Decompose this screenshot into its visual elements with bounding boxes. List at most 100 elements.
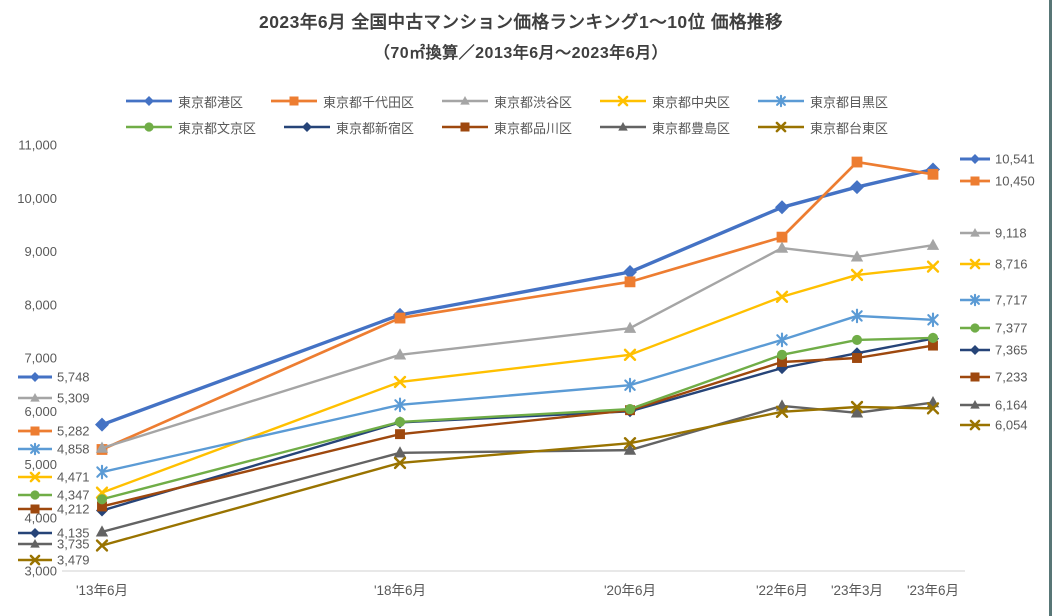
series-end-label: 7,717 — [960, 293, 1028, 308]
marker-square-icon — [30, 426, 40, 436]
marker-x-icon — [393, 375, 407, 389]
marker-x-icon — [623, 437, 637, 450]
legend-label: 東京都渋谷区 — [493, 94, 572, 110]
marker-diamond-icon — [30, 372, 40, 382]
marker-x-icon — [926, 260, 940, 273]
marker-x-icon — [393, 456, 407, 470]
marker-diamond-icon — [970, 345, 980, 355]
marker-diamond-icon — [970, 154, 980, 164]
legend-label: 東京都港区 — [177, 94, 243, 110]
marker-x-icon — [623, 348, 637, 361]
marker-asterisk-icon — [624, 377, 636, 393]
series-line — [100, 244, 935, 450]
marker-triangle-icon — [926, 238, 940, 250]
marker-asterisk-icon — [970, 293, 980, 307]
marker-x-icon — [850, 400, 864, 414]
end-value: 7,365 — [995, 343, 1028, 358]
legend-glyph — [283, 122, 330, 132]
y-axis-tick-label: 5,000 — [24, 457, 57, 472]
series-line — [100, 405, 935, 547]
legend-glyph — [125, 96, 172, 106]
marker-triangle-icon — [850, 250, 864, 262]
marker-circle-icon — [624, 404, 636, 415]
series-line — [100, 344, 935, 508]
series-start-label: 4,471 — [18, 470, 90, 485]
legend-item: 東京都中央区 — [598, 92, 730, 111]
end-value: 6,054 — [995, 418, 1028, 433]
series-end-label: 8,716 — [960, 257, 1028, 272]
end-value: 7,717 — [995, 293, 1028, 308]
marker-diamond-icon — [30, 528, 40, 538]
marker-asterisk-icon — [30, 442, 40, 456]
marker-circle-icon — [776, 349, 788, 360]
marker-x-icon — [850, 268, 864, 282]
x-axis-tick-label: '13年6月 — [76, 583, 128, 598]
legend-item: 東京都千代田区 — [269, 92, 414, 111]
start-value: 5,282 — [57, 424, 90, 439]
marker-x-icon — [969, 419, 981, 431]
window-edge — [1049, 0, 1052, 616]
legend-glyph — [441, 122, 488, 132]
marker-square-icon — [97, 501, 107, 512]
start-value: 3,735 — [57, 537, 90, 552]
marker-square-icon — [928, 340, 938, 351]
marker-square-icon — [394, 312, 406, 324]
start-value: 4,347 — [57, 488, 90, 503]
marker-square-icon — [970, 176, 980, 186]
marker-x-icon — [775, 121, 787, 133]
marker-triangle-icon — [970, 400, 980, 409]
end-value: 10,450 — [995, 174, 1035, 189]
series-start-label: 3,479 — [18, 553, 90, 568]
legend-row-1: 東京都港区 東京都千代田区 東京都渋谷区 東京都中央区 東京都目黒区 — [0, 88, 1012, 114]
series-line — [100, 265, 935, 494]
series-start-label: 3,735 — [18, 537, 90, 552]
legend-glyph — [125, 122, 172, 132]
start-value: 4,212 — [57, 502, 90, 517]
series-line — [100, 314, 935, 474]
legend-glyph — [600, 95, 646, 107]
x-axis-tick-label: '18年6月 — [374, 583, 426, 598]
legend-label: 東京都中央区 — [652, 94, 731, 110]
series-line — [100, 336, 935, 501]
legend-glyph — [270, 96, 317, 106]
marker-triangle-icon — [95, 525, 109, 537]
marker-square-icon — [970, 372, 980, 382]
marker-triangle-icon — [623, 443, 637, 455]
marker-asterisk-icon — [394, 397, 406, 413]
marker-diamond-icon — [623, 265, 637, 280]
marker-x-icon — [29, 471, 41, 483]
start-value: 4,858 — [57, 442, 90, 457]
marker-circle-icon — [970, 323, 980, 333]
marker-square-icon — [395, 429, 405, 440]
series-line — [100, 160, 935, 451]
marker-x-icon — [969, 258, 981, 270]
legend-label: 東京都千代田区 — [322, 94, 414, 110]
y-axis-tick-label: 11,000 — [18, 138, 57, 153]
marker-x-icon — [29, 554, 41, 566]
marker-circle-icon — [927, 332, 939, 343]
legend-item: 東京都品川区 — [440, 118, 572, 137]
marker-square-icon — [30, 504, 40, 514]
y-axis-tick-label: 8,000 — [24, 297, 57, 312]
marker-square-icon — [777, 357, 787, 367]
marker-triangle-icon — [618, 122, 628, 131]
legend-item: 東京都台東区 — [756, 118, 888, 137]
marker-x-icon — [775, 405, 789, 418]
end-value: 6,164 — [995, 398, 1028, 413]
series-line — [100, 167, 935, 427]
series-end-label: 6,164 — [960, 398, 1028, 413]
end-value: 9,118 — [995, 226, 1027, 241]
y-axis-tick-label: 4,000 — [24, 510, 57, 525]
y-axis-tick-label: 7,000 — [24, 351, 57, 366]
legend: 東京都港区 東京都千代田区 東京都渋谷区 東京都中央区 東京都目黒区 東京都文京区 東京都… — [0, 88, 1012, 140]
legend-item: 東京都文京区 — [124, 118, 256, 137]
marker-triangle-icon — [970, 228, 980, 237]
marker-x-icon — [95, 539, 109, 552]
start-value: 5,309 — [57, 391, 90, 406]
marker-diamond-icon — [95, 417, 109, 432]
marker-diamond-icon — [850, 180, 864, 195]
marker-circle-icon — [144, 122, 154, 132]
legend-item: 東京都豊島区 — [598, 118, 730, 137]
legend-label: 東京都台東区 — [810, 120, 889, 136]
